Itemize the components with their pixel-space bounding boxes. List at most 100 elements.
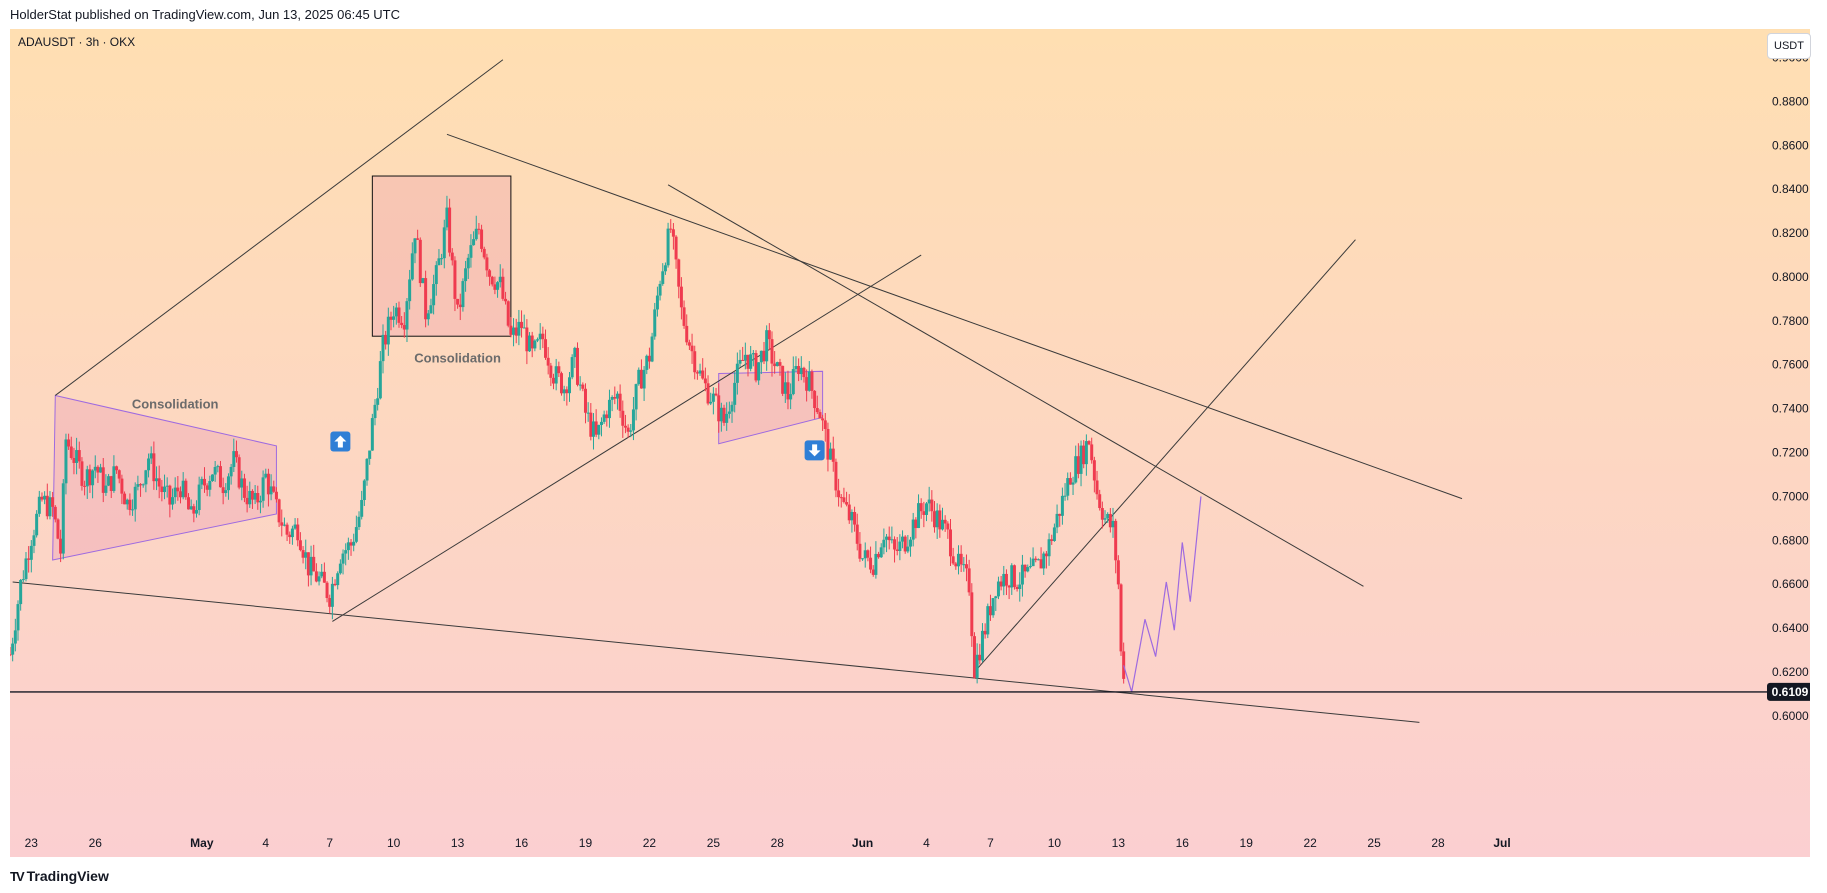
candle-body <box>213 466 217 475</box>
candle-body <box>629 430 633 432</box>
candle-body <box>240 478 244 488</box>
candle-body <box>67 439 71 447</box>
tradingview-logo-icon: TV <box>10 868 25 884</box>
candle-body <box>909 539 913 547</box>
candle-body <box>365 458 369 481</box>
candle-body <box>594 421 598 435</box>
candle-body <box>810 371 814 391</box>
candle-body <box>866 550 870 558</box>
x-tick-label: 23 <box>25 836 39 850</box>
candle-body <box>751 353 755 355</box>
candle-body <box>972 636 976 678</box>
candle-body <box>946 523 950 530</box>
candle-body <box>599 421 603 425</box>
candle-body <box>858 543 862 559</box>
candle-body <box>677 259 681 287</box>
candle-body <box>999 581 1003 587</box>
candle-body <box>826 428 830 460</box>
candle-body <box>1058 513 1062 516</box>
candle-body <box>586 412 590 414</box>
candle-body <box>1060 495 1064 516</box>
candle-body <box>682 307 686 326</box>
candle-body <box>895 549 899 551</box>
candle-body <box>293 524 297 529</box>
candle-body <box>522 327 526 329</box>
candle-body <box>709 401 713 404</box>
candle-body <box>61 483 65 554</box>
candle-body <box>168 485 172 505</box>
candle-body <box>762 350 766 362</box>
candle-body <box>112 466 116 491</box>
candle-body <box>11 643 15 655</box>
candle-body <box>131 509 135 511</box>
candle-body <box>890 539 894 541</box>
y-tick-label: 0.8200 <box>1772 226 1809 240</box>
candle-body <box>464 268 468 282</box>
time-axis: 23 26 May 4 7 10 13 16 19 22 25 28 Jun 4 7 10 13 16 19 22 25… <box>25 836 1511 850</box>
candle-body <box>320 571 324 577</box>
candle-body <box>634 384 638 410</box>
candle-body <box>690 345 694 352</box>
candle-body <box>1108 513 1112 528</box>
candle-body <box>181 480 185 498</box>
candle-body <box>277 499 281 523</box>
candle-body <box>837 490 841 498</box>
currency-button[interactable]: USDT <box>1767 33 1811 59</box>
candle-body <box>173 487 177 498</box>
x-tick-label: 22 <box>643 836 657 850</box>
candle-body <box>994 596 998 599</box>
candle-body <box>565 389 569 394</box>
candle-body <box>117 470 121 479</box>
candle-body <box>781 365 785 394</box>
candle-body <box>802 367 806 378</box>
candle-body <box>938 510 942 530</box>
candle-body <box>557 366 561 374</box>
candle-body <box>453 260 457 299</box>
candle-body <box>197 484 201 511</box>
candle-body <box>647 355 651 362</box>
candle-body <box>589 412 593 437</box>
candle-body <box>552 377 556 384</box>
candle-body <box>1122 651 1126 679</box>
candle-body <box>959 553 963 565</box>
candle-body <box>115 466 119 471</box>
candle-body <box>1111 520 1115 528</box>
candle-body <box>101 467 105 493</box>
candle-body <box>402 325 406 330</box>
candle-body <box>373 404 377 419</box>
candle-body <box>701 370 705 379</box>
candle-body <box>392 316 396 320</box>
candle-body <box>770 339 774 364</box>
candle-body <box>917 503 921 529</box>
candle-body <box>663 265 667 272</box>
candle-body <box>43 495 47 500</box>
candle-body <box>850 511 854 521</box>
candle-body <box>871 569 875 575</box>
candle-body <box>120 478 124 494</box>
candle-body <box>642 369 646 389</box>
candle-body <box>309 556 313 576</box>
candle-body <box>767 330 771 340</box>
candle-body <box>933 511 937 528</box>
current-price-label: 0.6109 <box>1772 685 1809 699</box>
candle-body <box>621 410 625 426</box>
tradingview-footer[interactable]: TV TradingView <box>10 866 109 886</box>
candle-body <box>200 478 204 485</box>
candle-body <box>221 487 225 494</box>
candle-body <box>1002 573 1006 587</box>
candle-body <box>1100 508 1104 520</box>
candle-body <box>144 470 148 485</box>
candle-body <box>274 491 278 500</box>
current-price-tag <box>1767 682 1810 701</box>
candle-body <box>1063 495 1067 497</box>
candle-body <box>919 503 923 512</box>
candle-body <box>671 229 675 237</box>
candle-body <box>99 467 103 473</box>
y-tick-label: 0.6200 <box>1772 665 1809 679</box>
candle-body <box>898 541 902 551</box>
candle-body <box>719 407 723 422</box>
candle-body <box>703 378 707 384</box>
candle-body <box>149 453 153 459</box>
